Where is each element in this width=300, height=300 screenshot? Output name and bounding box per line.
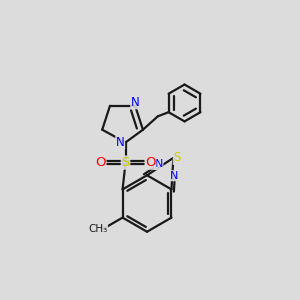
Text: O: O bbox=[145, 156, 156, 169]
Text: S: S bbox=[173, 152, 181, 164]
Text: N: N bbox=[154, 160, 163, 170]
Text: O: O bbox=[95, 156, 106, 169]
Text: N: N bbox=[116, 136, 124, 149]
Text: S: S bbox=[122, 156, 130, 169]
Text: N: N bbox=[131, 96, 140, 109]
Text: CH₃: CH₃ bbox=[88, 224, 107, 234]
Text: N: N bbox=[170, 171, 178, 181]
